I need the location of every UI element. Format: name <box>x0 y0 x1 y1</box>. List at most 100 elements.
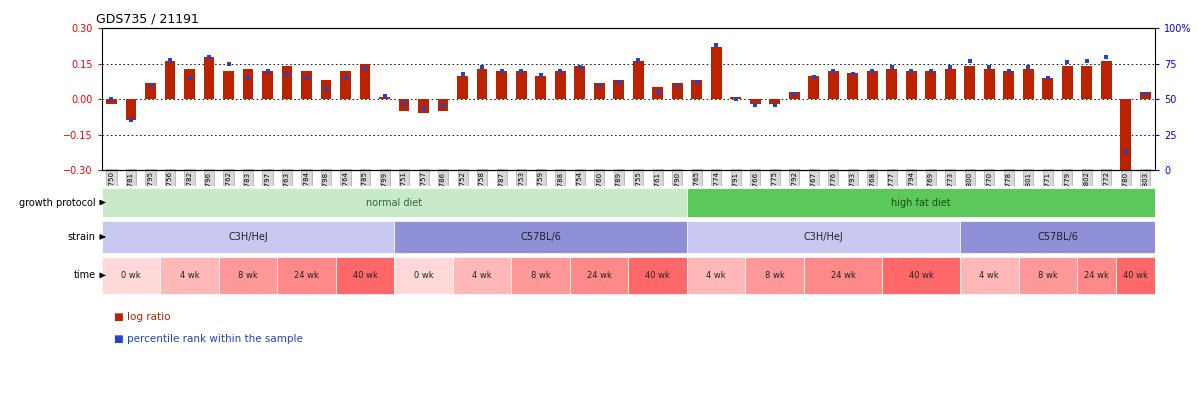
Point <box>316 86 335 92</box>
Bar <box>789 92 800 99</box>
Point <box>395 100 414 107</box>
Point <box>278 70 297 77</box>
Bar <box>1120 99 1131 173</box>
Bar <box>984 68 995 99</box>
Bar <box>687 188 1155 217</box>
Bar <box>219 257 278 294</box>
Text: 24 wk: 24 wk <box>294 271 320 280</box>
Bar <box>633 62 644 99</box>
Bar <box>628 257 687 294</box>
Text: C3H/HeJ: C3H/HeJ <box>229 232 268 242</box>
Bar <box>418 99 429 113</box>
Bar <box>438 99 449 111</box>
Point <box>1096 53 1116 60</box>
Bar <box>847 73 858 99</box>
Bar <box>102 220 394 254</box>
Bar <box>278 257 336 294</box>
Point <box>259 68 278 74</box>
Point <box>336 75 356 81</box>
Bar <box>925 71 936 99</box>
Bar <box>511 257 570 294</box>
Bar <box>516 71 527 99</box>
Bar <box>360 64 370 99</box>
Point <box>473 63 492 70</box>
Bar <box>887 68 897 99</box>
Bar <box>944 68 955 99</box>
Bar <box>687 220 960 254</box>
Bar <box>340 71 351 99</box>
Point <box>648 89 667 95</box>
Bar <box>687 257 746 294</box>
Bar <box>102 257 160 294</box>
Text: 24 wk: 24 wk <box>1084 271 1110 280</box>
Bar <box>145 83 156 99</box>
Text: 40 wk: 40 wk <box>909 271 934 280</box>
Bar <box>965 66 976 99</box>
Bar <box>746 257 804 294</box>
Point <box>238 75 257 81</box>
Bar <box>452 257 511 294</box>
Point <box>863 68 882 74</box>
Bar <box>828 71 839 99</box>
Point <box>668 82 687 88</box>
Bar <box>613 80 624 99</box>
Point <box>804 73 824 80</box>
Text: normal diet: normal diet <box>366 198 423 207</box>
Point <box>570 63 589 70</box>
Point <box>882 63 901 70</box>
Point <box>219 60 238 67</box>
Bar <box>1081 66 1092 99</box>
Point <box>492 68 511 74</box>
Point <box>1136 90 1155 97</box>
Bar <box>554 71 565 99</box>
Point <box>628 56 648 63</box>
Bar <box>730 97 741 99</box>
Point <box>960 58 979 64</box>
Bar <box>379 97 390 99</box>
Bar <box>107 99 117 104</box>
Text: 40 wk: 40 wk <box>1123 271 1148 280</box>
Point <box>901 68 920 74</box>
Bar <box>1140 92 1150 99</box>
Bar <box>321 80 332 99</box>
Point <box>843 70 862 77</box>
Bar <box>126 99 136 120</box>
Bar <box>960 257 1019 294</box>
Bar <box>1003 71 1014 99</box>
Text: ■ percentile rank within the sample: ■ percentile rank within the sample <box>114 334 303 344</box>
Point <box>511 68 530 74</box>
Bar <box>281 66 292 99</box>
Bar <box>770 99 780 104</box>
Text: 8 wk: 8 wk <box>765 271 784 280</box>
Bar <box>594 83 604 99</box>
Bar <box>867 71 877 99</box>
Point <box>922 68 941 74</box>
Bar <box>1023 68 1034 99</box>
Text: 4 wk: 4 wk <box>979 271 999 280</box>
Text: growth protocol: growth protocol <box>19 198 96 207</box>
Text: 0 wk: 0 wk <box>414 271 433 280</box>
Bar <box>749 99 760 104</box>
Point <box>375 93 394 100</box>
Point <box>785 90 804 97</box>
Bar <box>575 66 585 99</box>
Bar <box>336 257 394 294</box>
Point <box>979 63 998 70</box>
Text: 8 wk: 8 wk <box>1038 271 1058 280</box>
Bar <box>203 57 214 99</box>
Point <box>999 68 1019 74</box>
Bar <box>906 71 917 99</box>
Text: C3H/HeJ: C3H/HeJ <box>803 232 844 242</box>
Point <box>433 102 452 108</box>
Point <box>200 53 219 60</box>
Text: 4 wk: 4 wk <box>180 271 200 280</box>
Point <box>609 79 628 85</box>
Bar <box>399 99 409 111</box>
Bar <box>184 68 195 99</box>
Point <box>121 117 140 124</box>
Point <box>414 104 433 111</box>
Bar <box>302 71 312 99</box>
Text: ■ log ratio: ■ log ratio <box>114 312 170 322</box>
Point <box>551 68 570 74</box>
Point <box>687 79 706 85</box>
